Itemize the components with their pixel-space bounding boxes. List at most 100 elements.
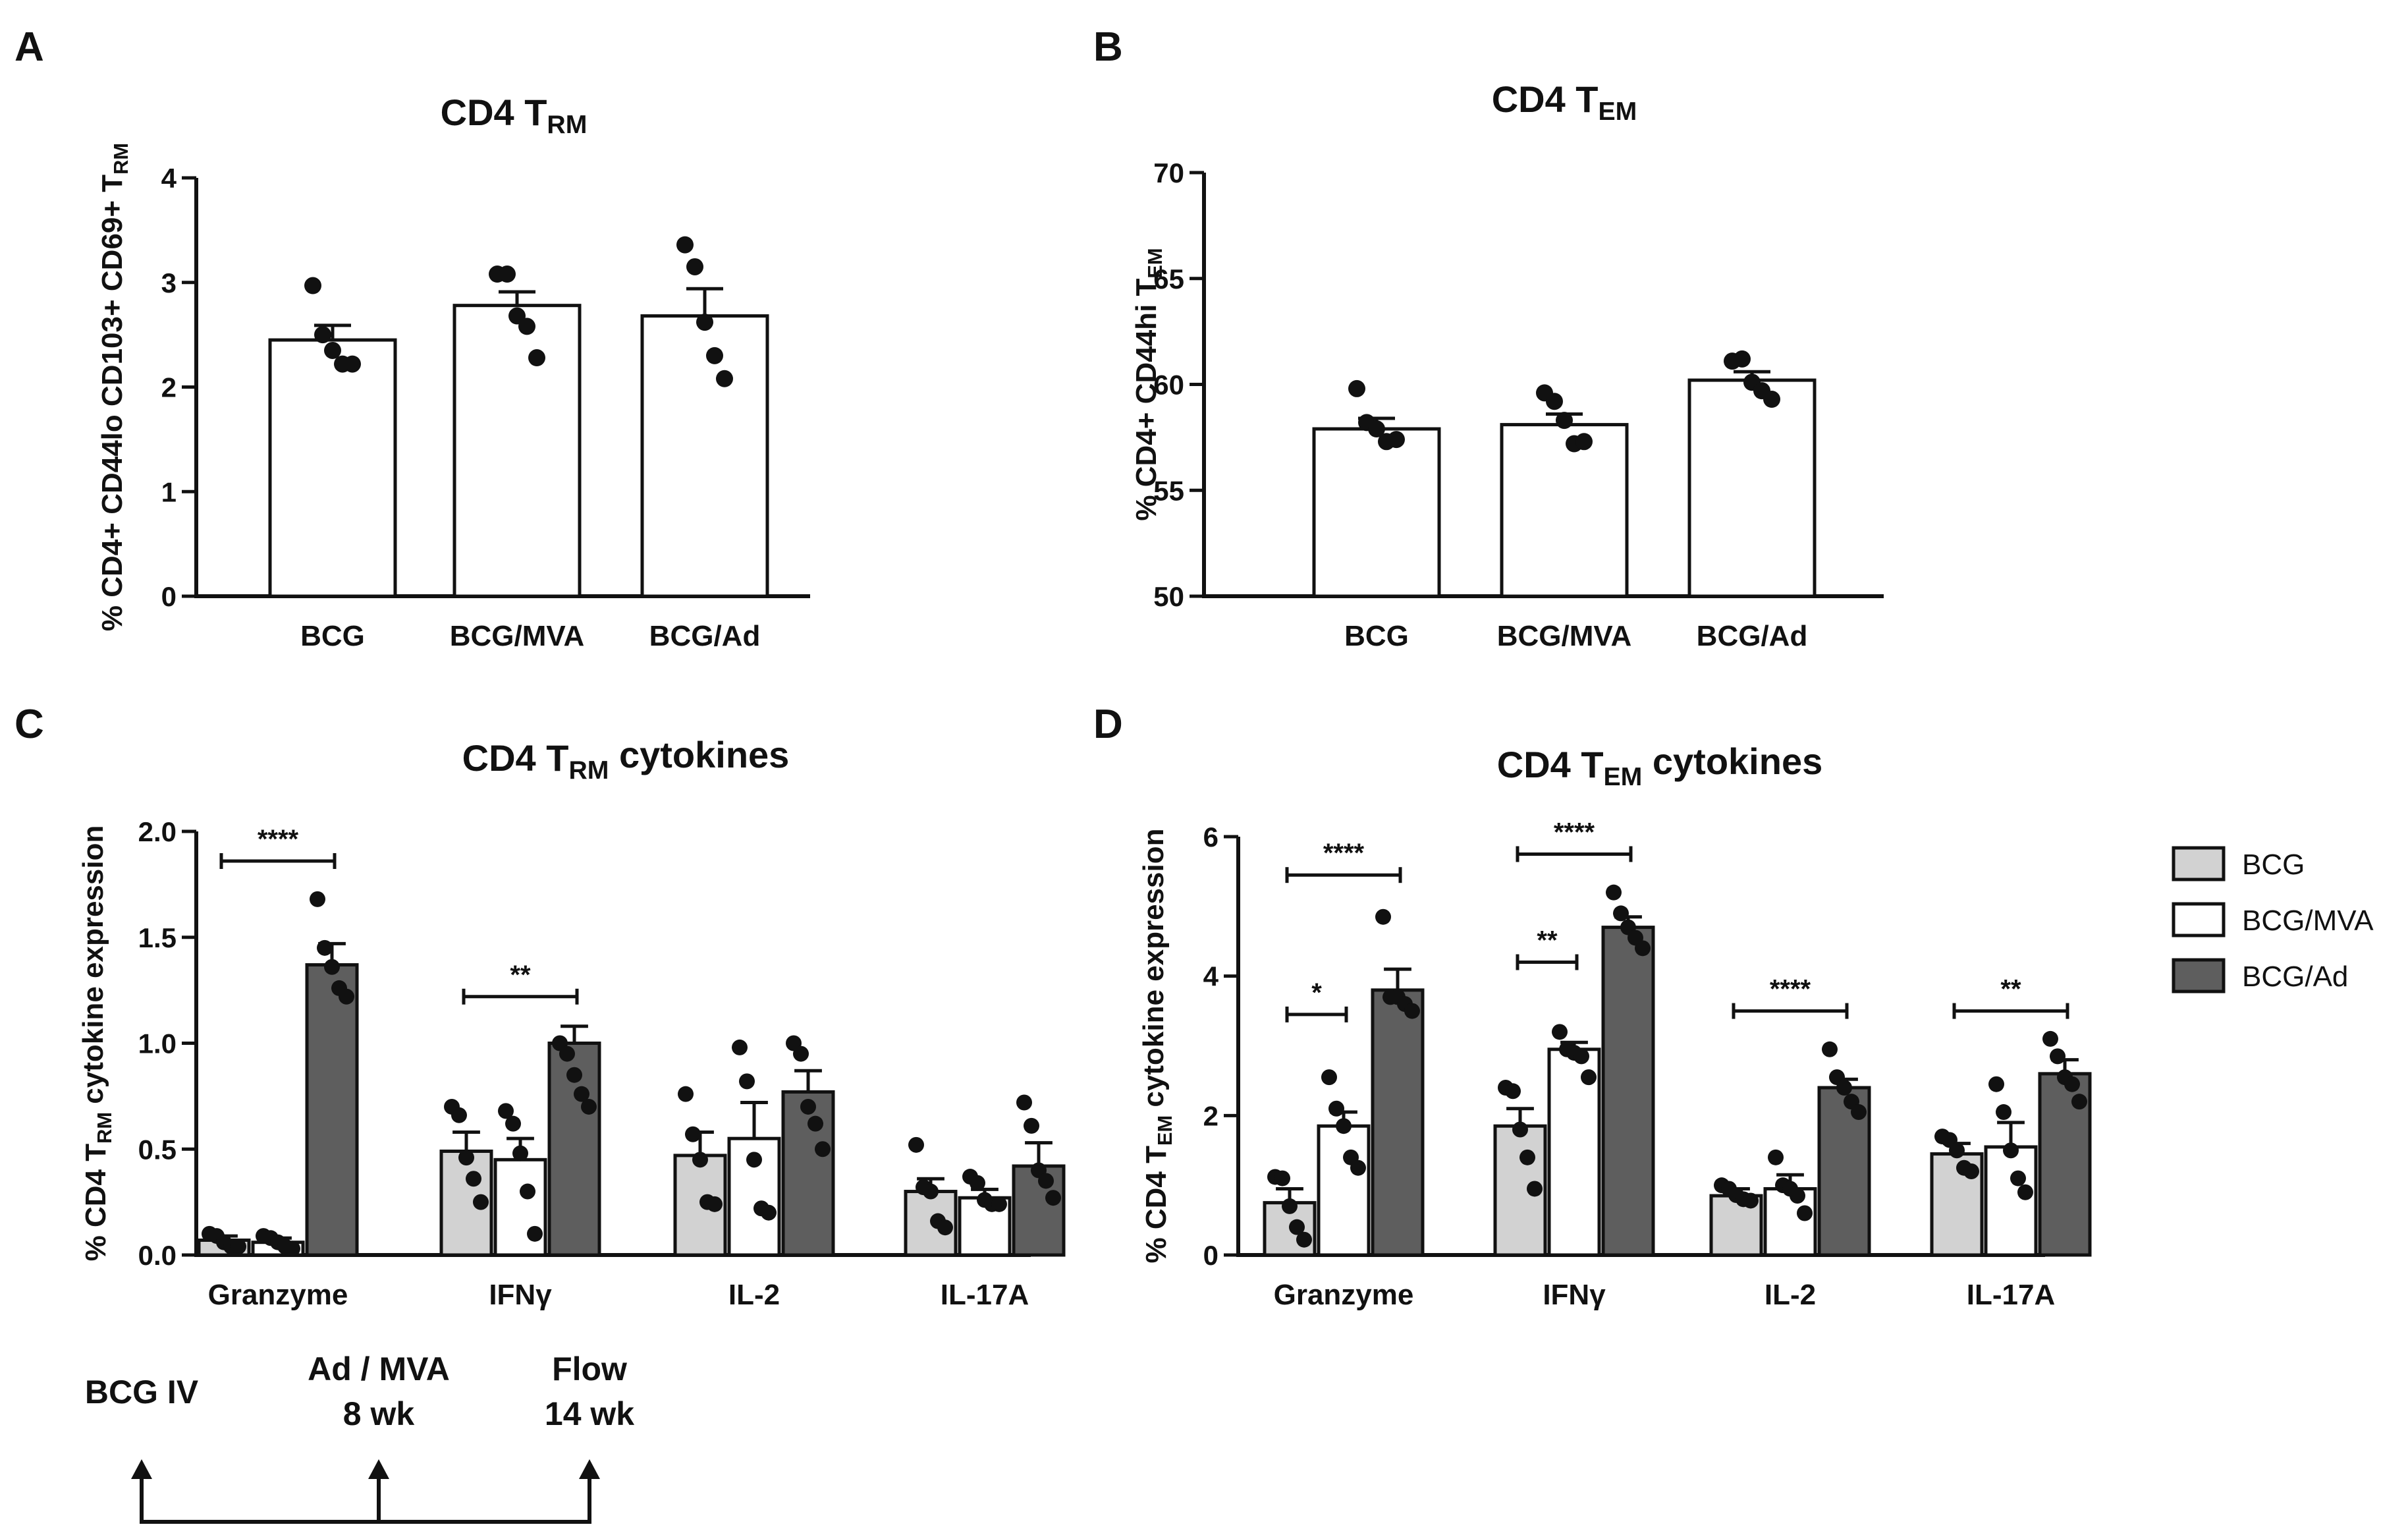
panel-c-y-axis-label: % CD4 TRM cytokine expression [77,825,116,1262]
panel-a-bcg-ad-bar [640,314,769,598]
panel-d-il-2-bcg-ad-data-point [1836,1080,1852,1096]
panel-d-il-17a-bcg-mva-data-point [2010,1170,2026,1186]
timeline-arrowhead-bcg-iv [131,1459,152,1479]
chart-panel-b-cd4-tem: CD4 TEM % CD4+ CD44hi TEM 50 55 60 65 70 BCG BCG… [1130,78,1884,652]
panel-d-granzyme-bcg-data-point [1289,1219,1305,1235]
panel-a-y-axis-label: % CD4+ CD44lo CD103+ CD69+ TRM [96,143,132,631]
panel-c-il-2-bcg-mva-data-point [746,1152,762,1168]
panel-c-x-label-granzyme: Granzyme [208,1279,348,1311]
panel-d-il-2-bcg-ad-data-point [1851,1104,1867,1121]
panel-a-x-label-bcg-ad: BCG/Ad [649,620,761,652]
timeline-arrowhead-flow [579,1459,600,1479]
panel-c-il-17a-bcg-data-point [923,1183,939,1200]
panel-d-significance-label: **** [1554,818,1595,847]
panel-c-ifng-bcg-data-point [451,1107,467,1123]
panel-a-bcg-data-point [324,341,341,359]
panel-d-granzyme-bcg-data-point [1296,1231,1312,1248]
chart-panel-c-cd4-trm-cytokines: CD4 TRM cytokines % CD4 TRM cytokine expr… [77,734,1066,1311]
chart-panel-d-cd4-tem-cytokines: CD4 TEM cytokines % CD4 TEM cytokine expr… [1137,740,2092,1311]
panel-d-significance-label: **** [1770,975,1811,1004]
panel-c-il-2-bcg-mva-data-point [761,1204,777,1221]
panel-a-bcg-ad-data-point [676,236,694,254]
panel-a-bcg-ad-data-point [716,370,733,387]
panel-c-il-17a-bcg-data-point [908,1136,924,1153]
panel-c-granzyme-bcg-ad-data-point [310,891,325,907]
panel-a-bcg-data-point [344,355,361,373]
panel-d-x-label-ifng: IFNγ [1543,1279,1606,1311]
panel-b-y-tick-label: 70 [1153,157,1184,188]
panel-c-il-2-bcg-data-point [692,1152,708,1168]
panel-c-y-tick-label: 1.5 [138,922,177,953]
panel-b-bcg-mva-bar [1500,423,1629,598]
panel-d-granzyme-bcg-mva-data-point [1328,1100,1344,1117]
panel-a-title: CD4 TRM [441,92,588,139]
panel-c-significance-label: **** [258,825,299,854]
panel-d-significance-label: ** [2000,975,2021,1004]
legend-label-bcg-mva: BCG/MVA [2242,905,2374,937]
panel-d-il-17a-bcg-ad-data-point [2042,1030,2058,1047]
panel-d-significance-label: * [1311,978,1322,1007]
legend-label-bcg: BCG [2242,849,2305,881]
panel-d-x-label-granzyme: Granzyme [1274,1279,1414,1311]
panel-a-bcg-mva-data-point [499,265,516,283]
panel-c-x-label-il-2: IL-2 [728,1279,780,1311]
panel-d-il-17a-bcg-data-point [1963,1163,1979,1179]
panel-d-title: CD4 TEM cytokines [1497,740,1822,791]
panel-c-il-17a-bcg-ad-data-point [1024,1117,1039,1134]
panel-a-y-tick-label: 2 [161,372,177,403]
panel-d-ifng-bcg-ad-data-point [1606,884,1622,901]
panel-d-il-17a-bcg-mva-data-point [1996,1104,2011,1121]
panel-c-title: CD4 TRM cytokines [462,734,790,785]
panel-c-il-2-bcg-data-point [678,1086,694,1102]
panel-a-y-tick-label: 3 [161,267,177,298]
panel-c-il-2-bcg-ad-data-point [793,1046,809,1062]
panel-d-il-17a-bcg-ad-data-point [2050,1048,2066,1065]
panel-d-il-17a-bcg-data-point [1949,1142,1965,1159]
panel-a-bcg-data-point [304,277,321,294]
panel-d-ifng-bcg-mva-data-point [1573,1048,1589,1065]
panel-a-bcg-mva-bar [452,304,582,598]
panel-d-y-tick-label: 2 [1203,1100,1218,1131]
panel-c-ifng-bcg-data-point [458,1150,474,1166]
panel-d-granzyme-bcg-ad-data-point [1375,908,1391,925]
panel-a-y-tick-label: 1 [161,476,177,507]
panel-d-il-2-bcg-ad-data-point [1822,1041,1838,1057]
legend-swatch-bcg [2172,846,2226,881]
panel-d-ifng-bcg-data-point [1527,1181,1543,1197]
panel-c-il-17a-bcg-mva-data-point [970,1175,985,1191]
panel-b-bcg-mva-data-point [1575,433,1593,451]
panel-c-ifng-bcg-ad-data-point [581,1098,597,1115]
panel-d-granzyme-bcg-mva-data-point [1350,1159,1366,1176]
panel-d-x-label-il-17a: IL-17A [1967,1279,2055,1311]
panel-c-y-tick-label: 1.0 [138,1028,177,1059]
legend-swatch-bcg-mva [2172,902,2226,937]
panel-d-il-2-bcg-mva-data-point [1768,1149,1784,1165]
panel-c-ifng-bcg-mva-data-point [527,1225,543,1242]
panel-a-bcg-mva-data-point [528,349,545,367]
panel-c-x-label-ifng: IFNγ [489,1279,552,1311]
panel-d-ifng-bcg-data-point [1519,1149,1535,1165]
panel-c-ifng-bcg-ad-data-point [574,1086,589,1102]
panel-d-ifng-bcg-data-point [1505,1083,1521,1100]
panel-b-bcg-ad-data-point [1734,350,1751,368]
panel-c-il-2-bcg-mva-data-point [732,1039,748,1055]
panel-c-il-17a-bcg-data-point [937,1219,953,1236]
panel-d-granzyme-bcg-data-point [1274,1170,1290,1186]
panel-b-x-label-bcg-mva: BCG/MVA [1497,620,1632,652]
panel-c-ifng-bcg-data-point [466,1171,481,1187]
panel-b-x-label-bcg-ad: BCG/Ad [1697,620,1808,652]
panel-b-bcg-data-point [1388,431,1405,449]
panel-a-y-tick-label: 0 [161,581,177,612]
panel-d-granzyme-bcg-data-point [1282,1198,1298,1214]
panel-d-granzyme-bcg-mva-data-point [1321,1069,1337,1086]
panel-c-il-2-bcg-ad-data-point [815,1141,831,1158]
panel-b-x-label-bcg: BCG [1344,620,1409,652]
panel-d-granzyme-bcg-mva-bar [1317,1124,1371,1257]
panel-a-bcg-ad-data-point [696,314,713,331]
panel-d-significance-label: ** [1537,926,1558,955]
panel-letter-d: D [1093,702,1123,747]
panel-c-il-2-bcg-mva-data-point [739,1073,755,1090]
panel-d-il-17a-bcg-mva-data-point [1988,1076,2004,1092]
panel-d-il-17a-bcg-ad-data-point [2071,1094,2087,1110]
